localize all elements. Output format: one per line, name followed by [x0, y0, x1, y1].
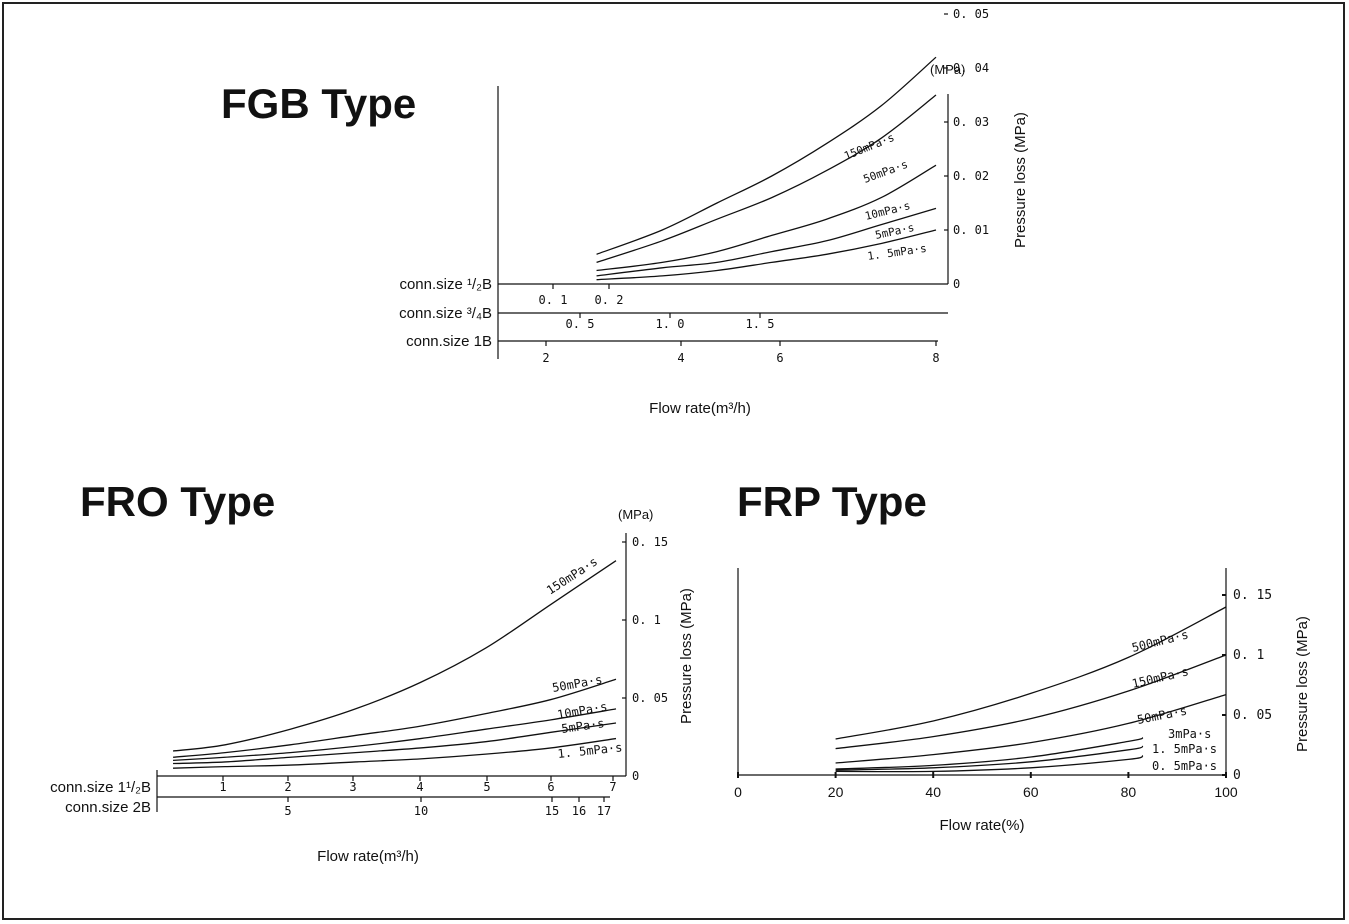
fgb-y-tick-label: 0. 04	[953, 61, 989, 75]
frp-x-tick-label: 80	[1121, 784, 1137, 800]
fgb-x-tick-label: 1. 5	[746, 317, 775, 331]
fgb-y-tick-label: 0. 03	[953, 115, 989, 129]
frp-series-line	[835, 737, 1144, 770]
fgb-series-line	[596, 94, 937, 264]
fgb-x-tick-label: 0. 1	[539, 293, 568, 307]
fro-x-tick-label: 1	[219, 780, 226, 794]
frp-series-line	[835, 755, 1144, 773]
fro-y-tick-label: 0. 15	[632, 535, 668, 549]
frp-series-line	[835, 745, 1144, 771]
frp-x-tick-label: 100	[1214, 784, 1238, 800]
fro-x-tick-label: 16	[572, 804, 586, 818]
fgb-y-tick-label: 0	[953, 277, 960, 291]
fro-y-unit: (MPa)	[618, 507, 653, 522]
fro-title: FRO Type	[80, 478, 276, 525]
fro-series-line	[173, 737, 617, 769]
fro-x-tick-label: 15	[545, 804, 559, 818]
fro-y-tick-label: 0	[632, 769, 639, 783]
frp-title: FRP Type	[737, 478, 927, 525]
fgb-x-axis-label: Flow rate(m³/h)	[649, 400, 751, 417]
fro-series-line	[172, 708, 617, 762]
fgb-title: FGB Type	[221, 80, 417, 127]
fro-x-tick-label: 4	[416, 780, 423, 794]
fgb-x-tick-label: 1. 0	[656, 317, 685, 331]
fro-x-tick-label: 7	[609, 780, 616, 794]
fro-x-tick-label: 5	[284, 804, 291, 818]
frp-y-tick-label: 0	[1233, 768, 1241, 783]
fro-scale-label: conn.size 1¹/₂B	[50, 779, 151, 796]
frp-series-label: 0. 5mPa·s	[1152, 759, 1217, 773]
frp-series-line	[835, 654, 1227, 750]
fgb-x-tick-label: 2	[542, 351, 549, 365]
fgb-x-tick-label: 4	[677, 351, 684, 365]
fro-x-tick-label: 5	[483, 780, 490, 794]
fgb-series-label: 5mPa·s	[874, 221, 916, 242]
fgb-series-line	[596, 229, 937, 281]
fro-y-tick-label: 0. 05	[632, 691, 668, 705]
fgb-scale-label: conn.size ³/₄B	[399, 305, 492, 322]
fgb-y-tick-label: 0. 05	[953, 7, 989, 21]
fro-series-label: 150mPa·s	[544, 554, 600, 597]
frp-series-label: 3mPa·s	[1168, 727, 1211, 741]
fgb-y-tick-label: 0. 01	[953, 223, 989, 237]
frp-y-tick-label: 0. 05	[1233, 708, 1272, 723]
fgb-x-tick-label: 8	[932, 351, 939, 365]
fgb-scale-label: conn.size ¹/₂B	[399, 276, 492, 293]
frp-y-tick-label: 0. 15	[1233, 588, 1272, 603]
fgb-scale-label: conn.size 1B	[406, 333, 492, 350]
fgb-series-line	[596, 207, 937, 277]
fgb-series-line	[596, 164, 937, 272]
fgb-y-axis-label: Pressure loss (MPa)	[1012, 112, 1029, 248]
frp-y-axis-label: Pressure loss (MPa)	[1294, 616, 1311, 752]
fro-x-tick-label: 10	[414, 804, 428, 818]
fro-series-label: 1. 5mPa·s	[557, 740, 623, 761]
fgb-series-label: 50mPa·s	[862, 158, 910, 186]
fro-x-tick-label: 3	[349, 780, 356, 794]
fro-x-tick-label: 6	[547, 780, 554, 794]
fgb-series-line	[596, 56, 937, 255]
frp-y-tick-label: 0. 1	[1233, 648, 1264, 663]
fgb-y-tick-label: 0. 02	[953, 169, 989, 183]
fro-y-tick-label: 0. 1	[632, 613, 661, 627]
fgb-x-tick-label: 0. 2	[595, 293, 624, 307]
fro-y-axis-label: Pressure loss (MPa)	[678, 588, 695, 724]
fro-series-line	[172, 678, 617, 758]
frp-series-line	[835, 693, 1227, 764]
frp-series-label: 150mPa·s	[1131, 664, 1190, 691]
fro-series-line	[173, 722, 617, 765]
frp-x-tick-label: 40	[925, 784, 941, 800]
frp-series-label: 50mPa·s	[1136, 704, 1188, 727]
fro-scale-label: conn.size 2B	[65, 799, 151, 816]
frp-x-tick-label: 0	[734, 784, 742, 800]
fro-x-axis-label: Flow rate(m³/h)	[317, 848, 419, 865]
frp-x-axis-label: Flow rate(%)	[939, 817, 1024, 834]
frp-x-tick-label: 20	[828, 784, 844, 800]
frp-series-label: 1. 5mPa·s	[1152, 742, 1217, 756]
fgb-y-unit: (MPa)	[930, 62, 965, 77]
fro-series-line	[172, 560, 617, 752]
fgb-x-tick-label: 6	[776, 351, 783, 365]
frp-series-line	[835, 606, 1227, 740]
fro-series-label: 5mPa·s	[560, 716, 605, 736]
fro-x-tick-label: 2	[284, 780, 291, 794]
frp-series-label: 500mPa·s	[1130, 627, 1189, 655]
frp-x-tick-label: 60	[1023, 784, 1039, 800]
fgb-x-tick-label: 0. 5	[566, 317, 595, 331]
fro-x-tick-label: 17	[597, 804, 611, 818]
